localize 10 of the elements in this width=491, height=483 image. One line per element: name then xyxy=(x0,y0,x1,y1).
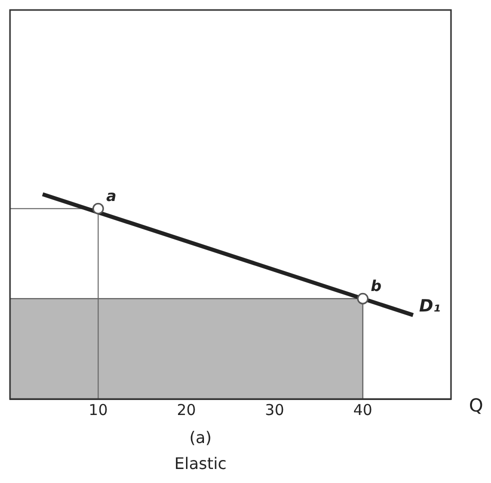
x-tick-label: 20 xyxy=(176,400,196,419)
x-axis-title: Q xyxy=(469,396,484,417)
series-label: D₁ xyxy=(419,296,441,316)
annotation: b xyxy=(370,277,382,296)
x-tick-label: 10 xyxy=(88,400,108,419)
text: (a) xyxy=(189,428,212,448)
text: Elastic xyxy=(174,454,227,474)
x-tick-label: 40 xyxy=(353,400,372,419)
annotation: a xyxy=(106,186,116,205)
x-tick-label: 30 xyxy=(265,400,284,419)
